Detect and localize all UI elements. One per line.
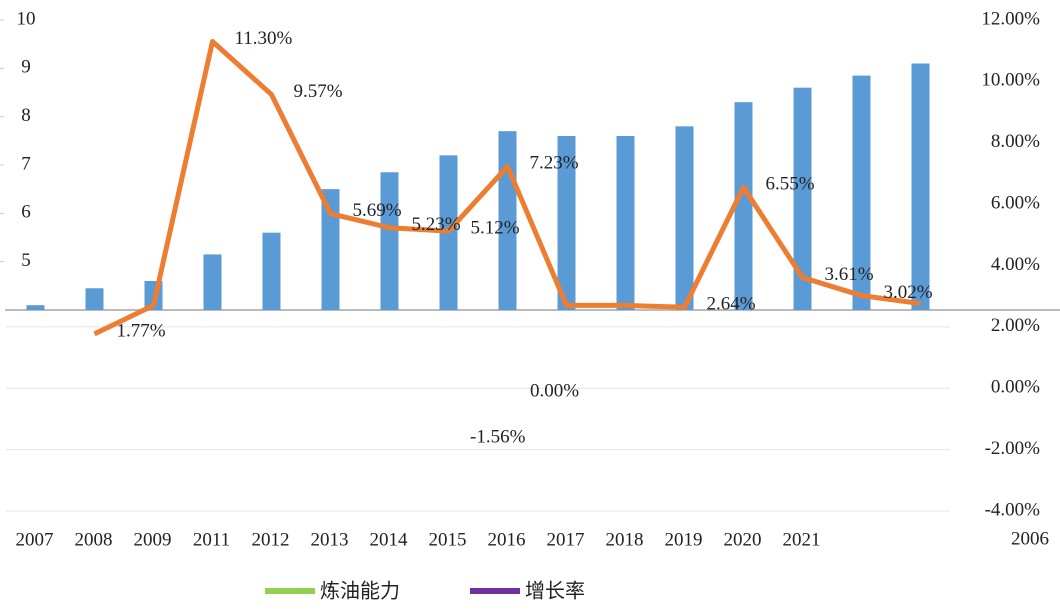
y2-tick-label: 12.00% [981, 8, 1040, 29]
bar [911, 63, 930, 310]
data-label: 3.61% [825, 264, 874, 285]
x-tick-label: 2021 [783, 529, 821, 550]
data-label: 2.64% [707, 294, 756, 315]
y-tick-label: 10 [17, 8, 36, 29]
x-tick-label: 2008 [75, 529, 113, 550]
legend-label: 炼油能力 [320, 579, 400, 603]
data-label: 1.77% [117, 320, 166, 341]
bar [262, 232, 281, 310]
legend-label: 增长率 [525, 579, 585, 603]
bar [557, 136, 576, 310]
bar [321, 189, 340, 310]
x-tick-label: 2015 [429, 529, 467, 550]
y2-tick-label: -4.00% [985, 499, 1041, 520]
x-tick-label: 2013 [311, 529, 349, 550]
y2-tick-label: -2.00% [985, 438, 1041, 459]
y-tick-label: 6 [21, 202, 31, 223]
data-label: 5.69% [353, 200, 402, 221]
bar [380, 172, 399, 310]
x-tick-label: 2019 [665, 529, 703, 550]
legend-swatch [265, 588, 315, 594]
data-label: 5.23% [412, 214, 461, 235]
bar [734, 102, 753, 311]
x-tick-label: 2018 [606, 529, 644, 550]
data-label: 9.57% [294, 81, 343, 102]
annotation: 2006 [1011, 528, 1049, 549]
annotation: 0.00% [530, 380, 579, 401]
x-tick-label: 2009 [134, 529, 172, 550]
bar [616, 136, 635, 310]
y2-tick-label: 6.00% [991, 192, 1040, 213]
x-tick-label: 2016 [488, 529, 526, 550]
y2-tick-label: 2.00% [991, 315, 1040, 336]
y2-tick-label: 8.00% [991, 131, 1040, 152]
x-tick-label: 2014 [370, 529, 409, 550]
data-label: 3.02% [884, 282, 933, 303]
line [93, 38, 921, 337]
data-label: 5.12% [471, 217, 520, 238]
x-tick-label: 2011 [193, 529, 230, 550]
bar [852, 75, 871, 310]
y2-tick-label: 4.00% [991, 254, 1040, 275]
data-label: 11.30% [235, 28, 293, 49]
data-label: 6.55% [766, 174, 815, 195]
x-tick-label: 2020 [724, 529, 762, 550]
bar [85, 288, 104, 310]
legend-swatch [470, 588, 520, 594]
bar [793, 87, 812, 311]
y-tick-label: 8 [21, 105, 31, 126]
y-tick-label: 5 [21, 250, 31, 271]
y-tick-label: 7 [21, 153, 31, 174]
x-tick-label: 2012 [252, 529, 290, 550]
bar [675, 126, 694, 310]
data-label: 7.23% [530, 153, 579, 174]
x-tick-label: 2017 [547, 529, 585, 550]
bar [26, 305, 45, 310]
y2-tick-label: 0.00% [991, 377, 1040, 398]
bar [203, 254, 222, 310]
y2-tick-label: 10.00% [981, 70, 1040, 91]
x-tick-label: 2007 [16, 529, 54, 550]
annotation: -1.56% [470, 426, 526, 447]
y-tick-label: 9 [21, 57, 31, 78]
